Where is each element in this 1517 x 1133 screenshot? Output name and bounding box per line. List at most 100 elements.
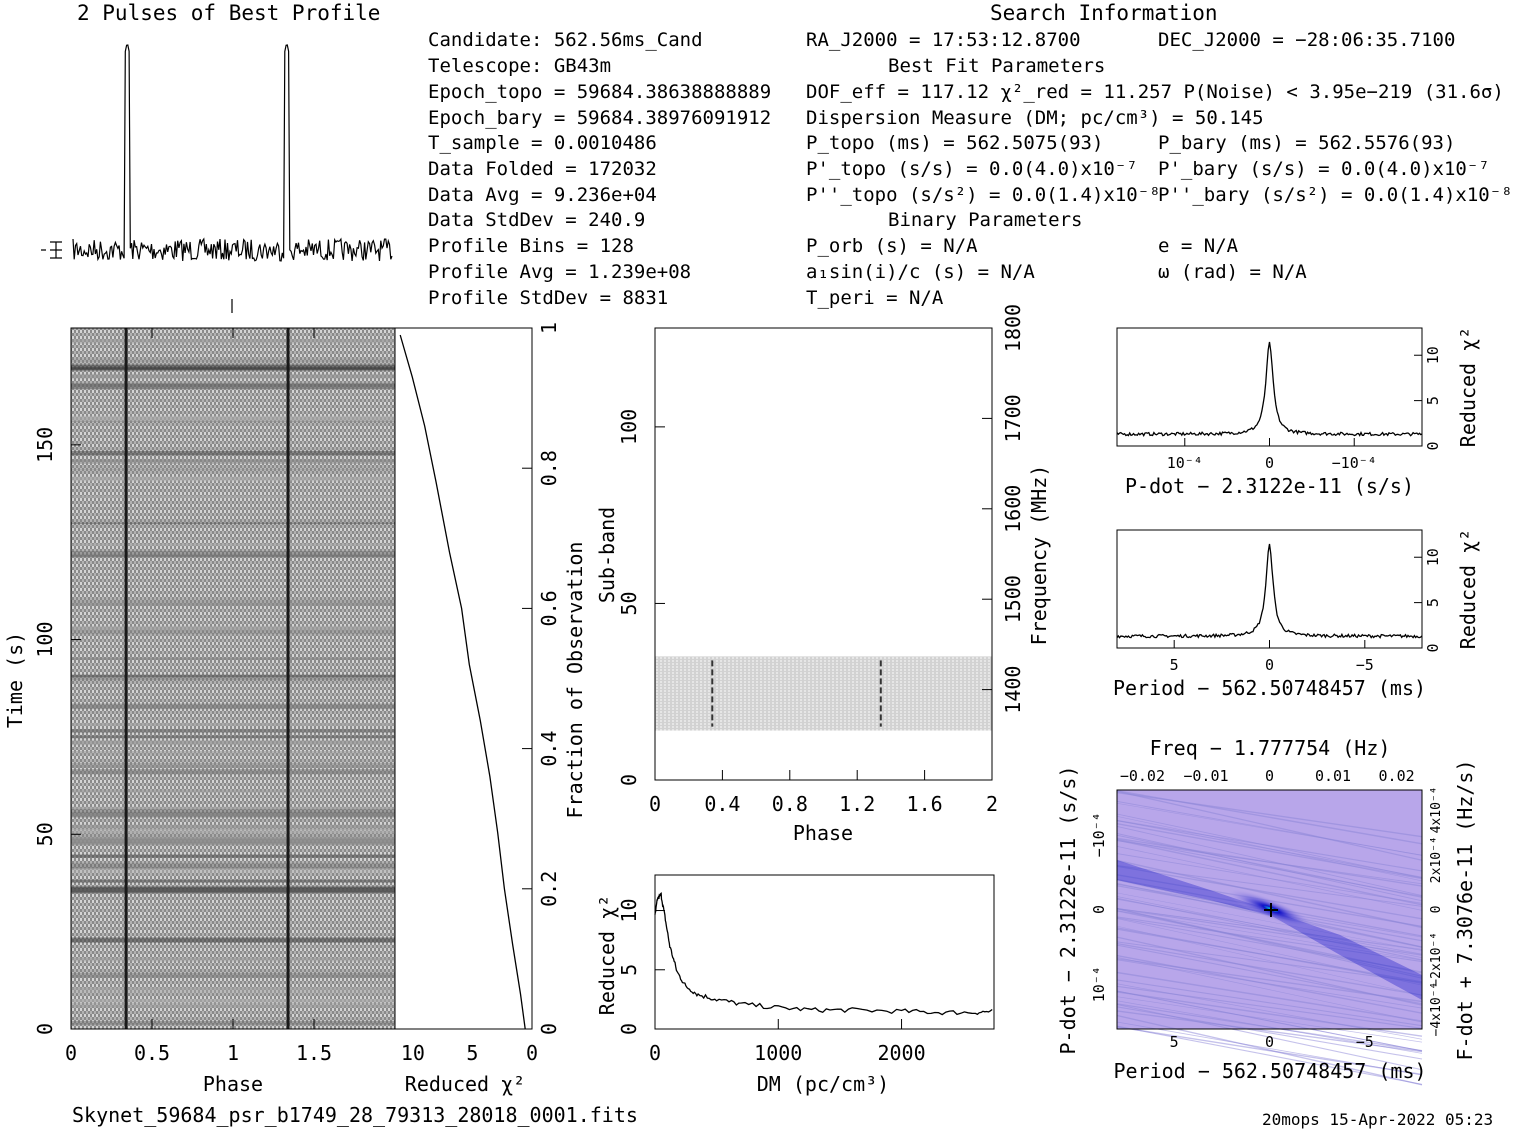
info-pdtopo: P'_topo (s/s) = 0.0(4.0)x10⁻⁷ (806, 158, 1138, 180)
info-epoch-topo: Epoch_topo = 59684.38638888889 (428, 81, 772, 103)
subband-xtick-label: 0.8 (772, 792, 808, 816)
ppdot-x2tick-label: −0.01 (1183, 767, 1228, 785)
ppdot-y2tick-label: −4x10⁻⁴ (1429, 982, 1444, 1037)
timephase-band (71, 476, 395, 482)
timephase-ytick-label: 0 (33, 1023, 57, 1035)
chi-fraction-line (399, 334, 526, 1030)
timephase-band (71, 751, 395, 754)
ppdot-best-marker (1264, 903, 1278, 917)
info-dm: Dispersion Measure (DM; pc/cm³) = 50.145 (806, 107, 1264, 129)
ppdot-streak (1116, 1010, 1423, 1053)
subband-y2tick-label: 1500 (1001, 575, 1025, 623)
chi-fraction-ytick-label: 0.2 (537, 871, 561, 907)
ppdot-ytick-label: 0 (1090, 905, 1108, 914)
ppdot-streak (1116, 791, 1423, 838)
timephase-xtick-label: 0 (65, 1041, 77, 1065)
ppdot-ylabel: P-dot − 2.3122e-11 (s/s) (1056, 766, 1080, 1055)
ppdot-streak (1116, 853, 1423, 904)
timephase-band (71, 522, 395, 525)
info-tsample: T_sample = 0.0010486 (428, 132, 657, 154)
ppdot-xtick-label: 0 (1265, 1033, 1274, 1051)
subband-xtick-label: 1.2 (839, 792, 875, 816)
subband-image (655, 656, 992, 731)
subband-xtick-label: 0 (649, 792, 661, 816)
timephase-band (71, 630, 395, 634)
ppdot-xtick-label: 5 (1170, 1033, 1179, 1051)
footer-stamp: 20mops 15-Apr-2022 05:23 (1262, 1110, 1494, 1129)
timephase-band (71, 359, 395, 363)
ppdot-ridge (1117, 860, 1422, 1000)
period-ylabel: Reduced χ² (1456, 529, 1480, 649)
ppdot-streak (1116, 908, 1423, 951)
timephase-band (71, 886, 395, 893)
ppdot-streak (1116, 944, 1423, 1005)
ppdot-y2tick-label: −2x10⁻⁴ (1429, 932, 1444, 987)
ppdot-streak (1116, 892, 1423, 951)
dm-xlabel: DM (pc/cm³) (757, 1072, 889, 1096)
info-ptopo: P_topo (ms) = 562.5075(93) (806, 132, 1104, 154)
period-xtick-label: −5 (1356, 656, 1374, 674)
info-dec: DEC_J2000 = −28:06:35.7100 (1158, 29, 1456, 51)
ppdot-frame (1116, 789, 1423, 1030)
info-epoch-bary: Epoch_bary = 59684.38976091912 (428, 107, 772, 129)
subband-y2tick-label: 1600 (1001, 485, 1025, 533)
period-xtick-label: 5 (1170, 656, 1179, 674)
timephase-band (71, 1002, 395, 1008)
chi-fraction-ytick-label: 0.8 (537, 450, 561, 486)
dm-xtick-label: 2000 (877, 1041, 925, 1065)
info-tperi: T_peri = N/A (806, 287, 944, 309)
chi-fraction-ylabel: Fraction of Observation (563, 542, 587, 819)
ppdot-streak (1116, 927, 1423, 984)
ppdot-x2tick-label: −0.02 (1120, 767, 1165, 785)
ppdot-ytick-label: 10⁻⁴ (1090, 966, 1108, 1002)
ppdot-streak (1116, 954, 1423, 1014)
timephase-band (71, 868, 395, 873)
timephase-band (71, 806, 395, 810)
timephase-xlabel: Phase (203, 1072, 263, 1096)
ppdot-streak (1116, 917, 1423, 973)
timephase-band (71, 543, 395, 546)
pdot-ylabel: Reduced χ² (1456, 327, 1480, 447)
pdot-ytick-label: 10 (1424, 346, 1442, 364)
profile-errorbar (41, 241, 62, 259)
timephase-band (71, 987, 395, 994)
dm-frame (654, 874, 995, 1030)
ppdot-streak (1116, 823, 1423, 880)
ppdot-xtick-label: −5 (1356, 1033, 1374, 1051)
timephase-band (71, 657, 395, 660)
chi-fraction-xlabel: Reduced χ² (405, 1072, 525, 1096)
dm-ytick-label: 0 (617, 1023, 641, 1035)
period-ytick-label: 5 (1424, 598, 1442, 607)
timephase-band (71, 829, 395, 834)
subband-xtick-label: 2 (986, 792, 998, 816)
ppdot-streak (1116, 910, 1423, 961)
timephase-band (71, 625, 395, 632)
timephase-band (71, 972, 395, 978)
timephase-xtick-label: 1 (227, 1041, 239, 1065)
pdot-line (1116, 341, 1423, 437)
timephase-xtick-label: 1.5 (296, 1041, 332, 1065)
info-pdbary: P'_bary (s/s) = 0.0(4.0)x10⁻⁷ (1158, 158, 1490, 180)
timephase-band (71, 937, 395, 943)
ppdot-streak (1116, 1003, 1423, 1052)
ppdot-streak (1116, 908, 1423, 977)
pdot-ytick-label: 0 (1424, 441, 1442, 450)
timephase-band (71, 339, 395, 344)
ppdot-x2tick-label: 0.01 (1315, 767, 1351, 785)
timephase-ylabel: Time (s) (3, 632, 27, 728)
dm-ytick-label: 10 (617, 898, 641, 922)
info-candidate: Candidate: 562.56ms_Cand (428, 29, 703, 51)
timephase-band (71, 762, 395, 768)
timephase-band (71, 854, 395, 858)
info-profile-avg: Profile Avg = 1.239e+08 (428, 261, 692, 283)
info-pddtopo: P''_topo (s/s²) = 0.0(1.4)x10⁻⁸ (806, 184, 1161, 206)
timephase-band (71, 809, 395, 813)
timephase-band (71, 703, 395, 710)
footer-filename: Skynet_59684_psr_b1749_28_79313_28018_00… (72, 1103, 638, 1127)
timephase-xtick-label: 0.5 (134, 1041, 170, 1065)
timephase-band (71, 729, 395, 733)
timephase-band (71, 838, 395, 844)
subband-ytick-label: 50 (617, 591, 641, 615)
timephase-band (71, 600, 395, 606)
info-profile-stddev: Profile StdDev = 8831 (428, 287, 669, 309)
